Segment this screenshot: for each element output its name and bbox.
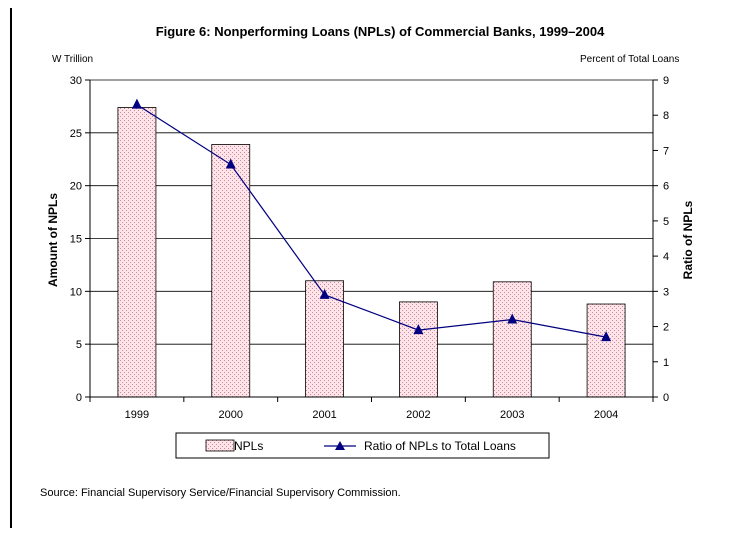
x-tick-label: 2002 [406,409,430,421]
ratio-point [507,313,518,324]
ratio-line [136,104,607,338]
y-tick-label: 5 [76,339,82,351]
figure-frame [10,8,721,528]
y2-tick-label: 4 [663,251,669,263]
ratio-point [319,288,330,299]
bar [586,303,626,398]
y-tick-label: 0 [76,392,82,404]
y-tick-label: 15 [70,234,82,246]
bar [117,107,157,398]
y2-axis-unit: Percent of Total Loans [580,54,679,65]
x-tick-label: 2003 [500,409,524,421]
legend-label-npls: NPLs [234,439,263,453]
legend-marker-ratio [335,441,345,450]
ratio-point [413,324,424,335]
legend-box [175,432,550,459]
y-axis-unit: W Trillion [52,54,93,65]
x-tick-label: 2001 [312,409,336,421]
bar [492,281,532,398]
ratio-point [131,98,142,109]
y-tick-label: 30 [70,75,82,87]
y2-tick-label: 6 [663,181,669,193]
y-tick-label: 25 [70,128,82,140]
y-tick-label: 10 [70,286,82,298]
y2-tick-label: 8 [663,110,669,122]
x-tick-label: 2000 [219,409,243,421]
y-axis-label: Amount of NPLs [46,193,60,287]
y2-tick-label: 7 [663,145,669,157]
x-tick-label: 1999 [125,409,149,421]
chart-title: Figure 6: Nonperforming Loans (NPLs) of … [156,24,605,39]
y2-tick-label: 0 [663,392,669,404]
legend-label-ratio: Ratio of NPLs to Total Loans [364,439,516,453]
y2-tick-label: 2 [663,322,669,334]
x-tick-label: 2004 [594,409,618,421]
ratio-point [601,331,612,342]
y2-tick-label: 9 [663,75,669,87]
ratio-point [225,158,236,169]
bar [211,144,251,398]
y2-tick-label: 3 [663,286,669,298]
source-note: Source: Financial Supervisory Service/Fi… [40,487,401,499]
y2-tick-label: 1 [663,357,669,369]
y2-tick-label: 5 [663,216,669,228]
legend-swatch-npls [205,439,235,452]
y-tick-label: 20 [70,181,82,193]
bar [399,301,438,398]
y2-axis-label: Ratio of NPLs [681,200,695,279]
